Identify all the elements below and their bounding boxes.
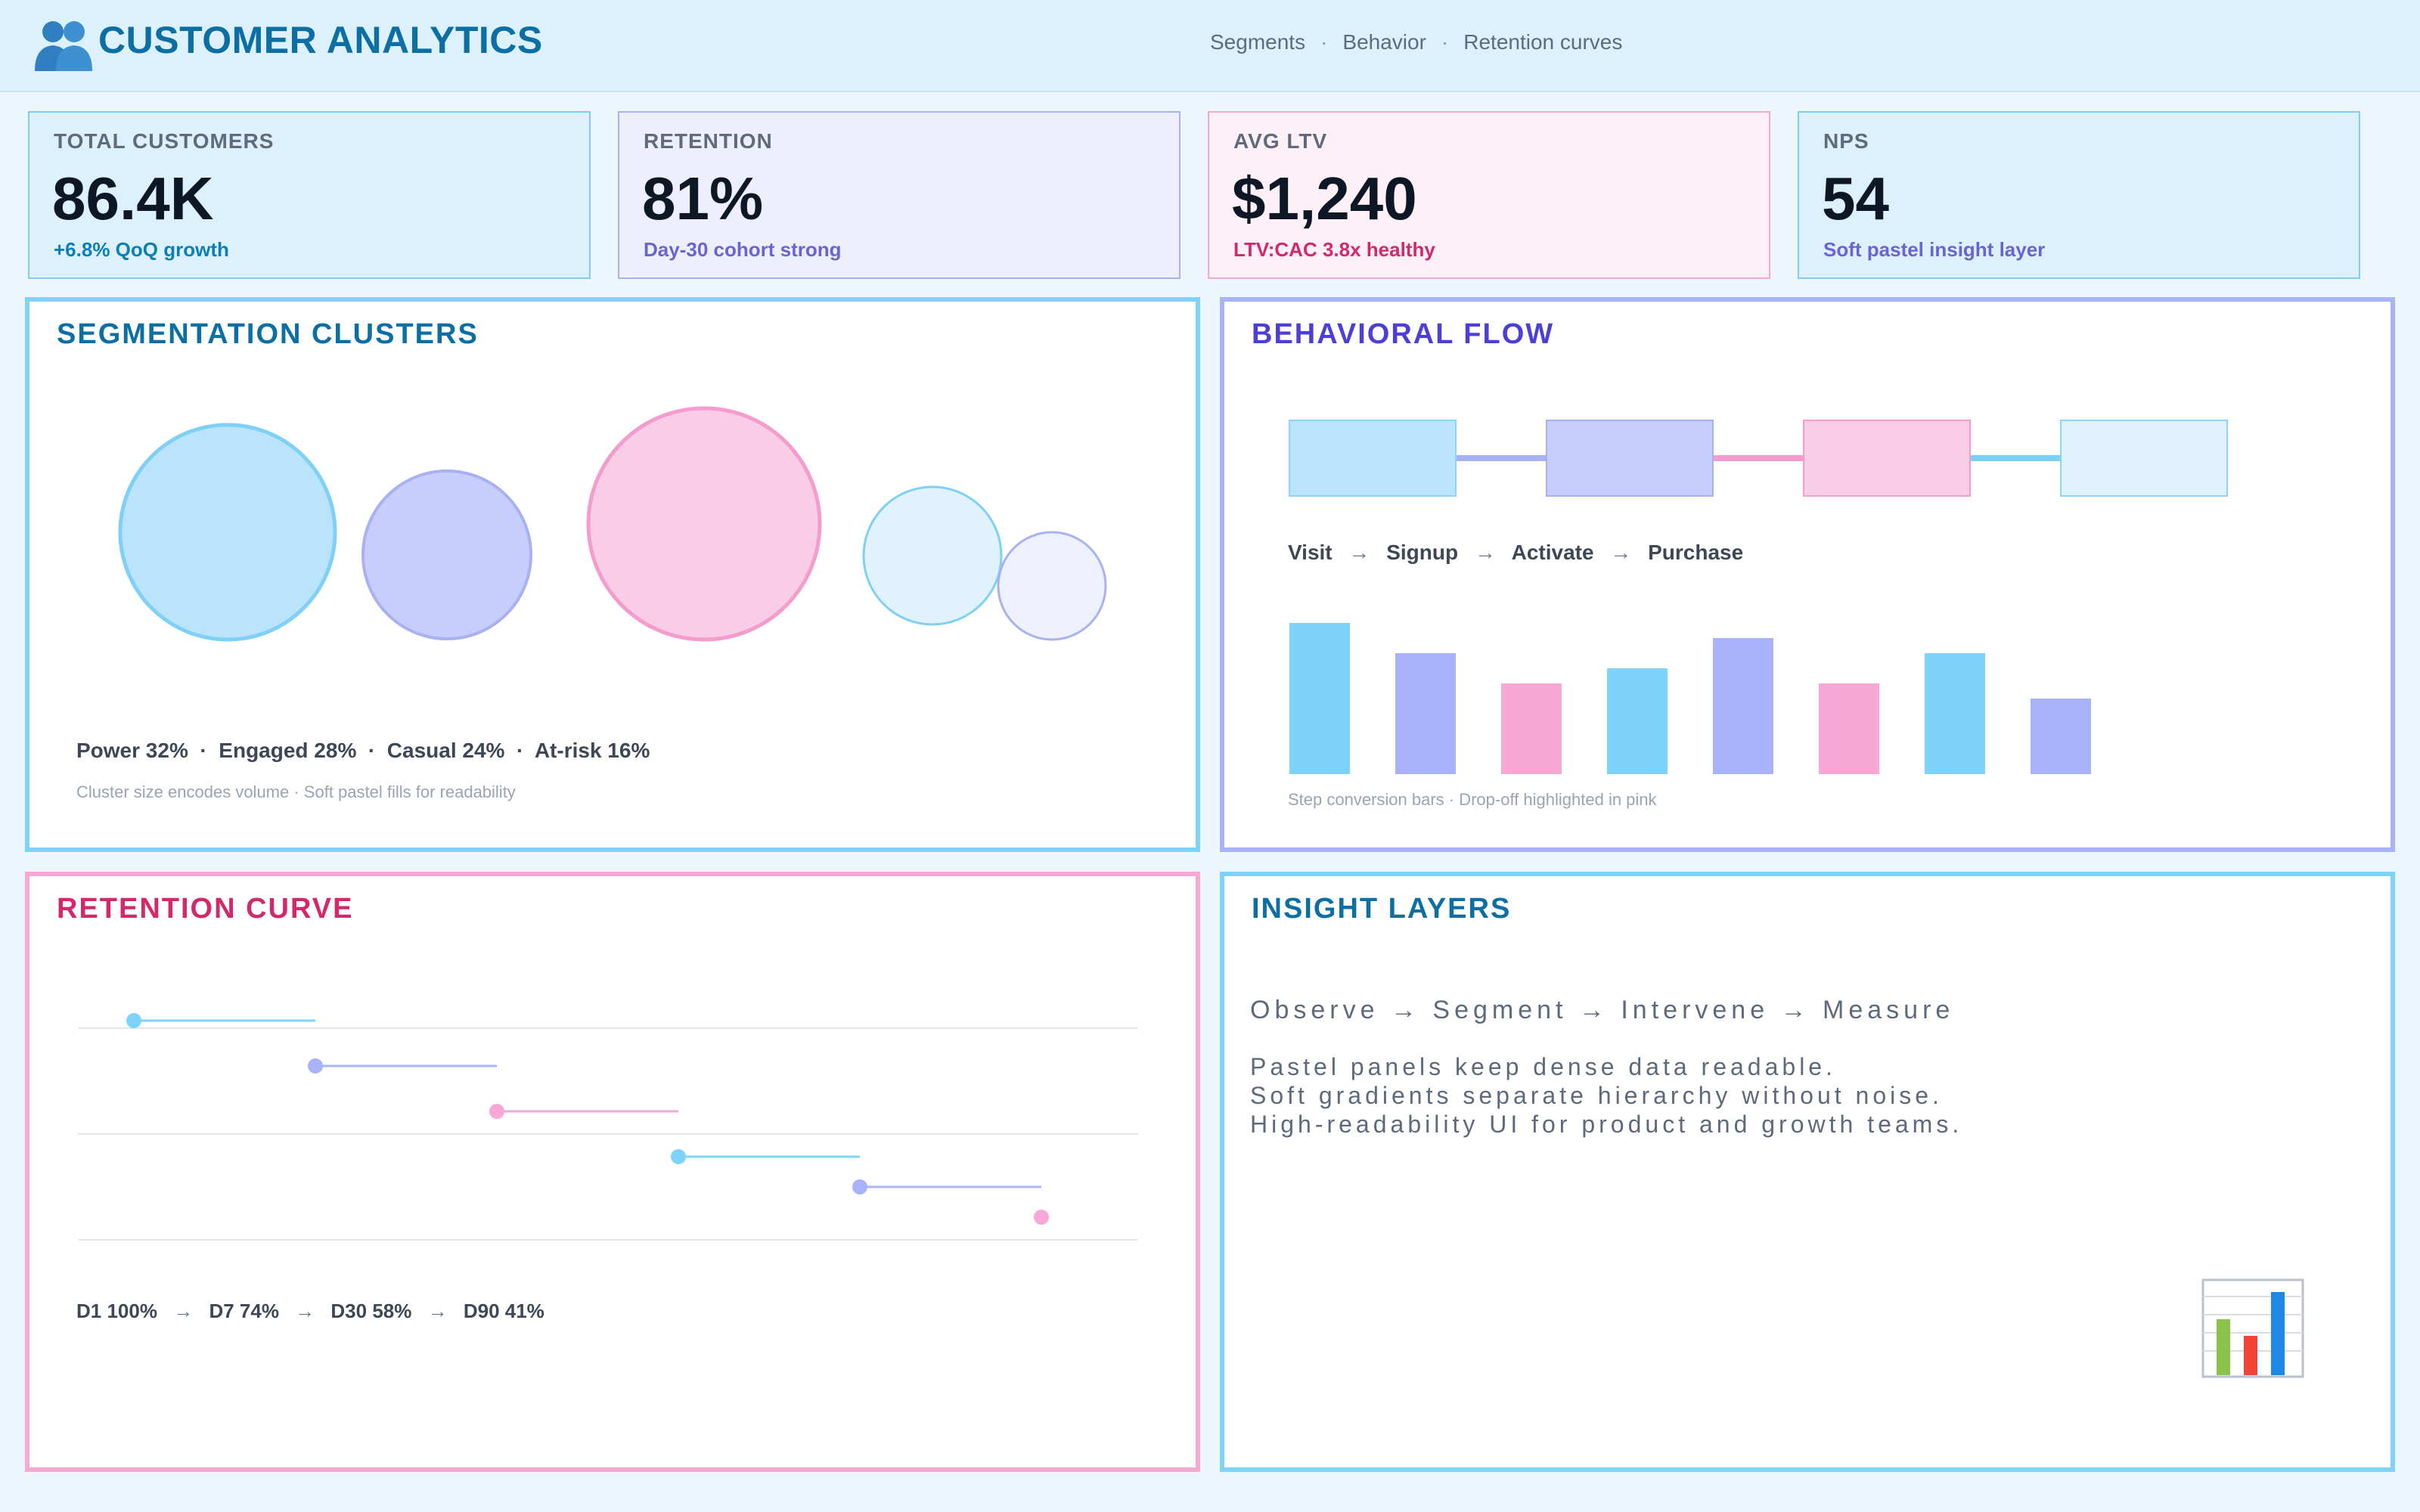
- retention-marks: [126, 1013, 1049, 1225]
- nav-separator: ·: [1441, 30, 1449, 54]
- retention-point-d30: D30 58%: [330, 1300, 412, 1322]
- insight-line: Pastel panels keep dense data readable.: [1250, 1053, 1836, 1080]
- kpi-card-total-customers: TOTAL CUSTOMERS 86.4K +6.8% QoQ growth: [28, 111, 591, 279]
- kpi-value: 86.4K: [52, 165, 214, 232]
- conversion-bars: [1289, 623, 2091, 774]
- conversion-bar: [1289, 623, 1350, 774]
- kpi-card-nps: NPS 54 Soft pastel insight layer: [1798, 111, 2360, 279]
- arrow: →: [427, 1300, 448, 1322]
- kpi-subtext: LTV:CAC 3.8x healthy: [1233, 238, 1435, 261]
- flow-step-box-activate: [1803, 420, 1971, 497]
- conversion-bar: [1607, 668, 1668, 774]
- panel-title: INSIGHT LAYERS: [1252, 893, 1512, 925]
- kpi-value: $1,240: [1232, 165, 1417, 232]
- flow-step-box-purchase: [2060, 420, 2228, 497]
- nav-retention-curves[interactable]: Retention curves: [1463, 30, 1623, 54]
- flow-steps-label: Visit → Signup → Activate → Purchase: [1288, 541, 1743, 565]
- app-title: CUSTOMER ANALYTICS: [98, 19, 543, 61]
- retention-point: [852, 1179, 867, 1194]
- conversion-bar: [1713, 638, 1773, 774]
- conversion-bar: [1395, 653, 1456, 774]
- conversion-bar: [1925, 653, 1985, 774]
- arrow: →: [1474, 541, 1496, 564]
- cluster-bubble-casual: [586, 406, 822, 642]
- arrow: →: [295, 1300, 315, 1322]
- retention-chart: [78, 1013, 1138, 1241]
- retention-point-d7: D7 74%: [209, 1300, 279, 1322]
- retention-points-label: D1 100% → D7 74% → D30 58% → D90 41%: [76, 1300, 544, 1323]
- kpi-label: NPS: [1823, 129, 1869, 153]
- cluster-caption: Cluster size encodes volume · Soft paste…: [76, 782, 516, 801]
- insight-line: Soft gradients separate hierarchy withou…: [1250, 1082, 1943, 1109]
- retention-point: [308, 1058, 323, 1074]
- bar-chart-icon: [2201, 1278, 2304, 1378]
- flow-step-signup: Signup: [1386, 541, 1459, 564]
- cluster-bubble-engaged: [361, 469, 532, 640]
- flow-step-visit: Visit: [1288, 541, 1333, 564]
- retention-point-d1: D1 100%: [76, 1300, 157, 1322]
- kpi-subtext: Soft pastel insight layer: [1823, 238, 2046, 261]
- insight-layers-panel: INSIGHT LAYERS Observe → Segment → Inter…: [1220, 872, 2395, 1472]
- cluster-bubble-power: [118, 423, 337, 642]
- app-header: CUSTOMER ANALYTICS Segments · Behavior ·…: [0, 0, 2420, 92]
- flow-step-box-signup: [1546, 420, 1714, 497]
- top-nav: Segments · Behavior · Retention curves: [1210, 30, 1622, 54]
- kpi-value: 81%: [642, 165, 764, 232]
- arrow: →: [173, 1300, 194, 1322]
- cluster-bubble-at-risk: [862, 485, 1003, 626]
- conversion-bar: [2031, 699, 2091, 774]
- kpi-card-avg-ltv: AVG LTV $1,240 LTV:CAC 3.8x healthy: [1208, 111, 1770, 279]
- insight-flow: Observe → Segment → Intervene → Measure: [1250, 996, 1955, 1024]
- nav-separator: ·: [1320, 30, 1328, 54]
- retention-point: [671, 1149, 686, 1164]
- kpi-value: 54: [1822, 165, 1889, 232]
- panel-title: SEGMENTATION CLUSTERS: [57, 318, 479, 350]
- conversion-bar: [1501, 683, 1562, 774]
- behavioral-flow-panel: BEHAVIORAL FLOW Visit → Signup → Activat…: [1220, 297, 2395, 852]
- kpi-subtext: +6.8% QoQ growth: [54, 238, 229, 261]
- kpi-label: AVG LTV: [1233, 129, 1328, 153]
- cluster-bubbles: [118, 406, 1107, 642]
- flow-step-purchase: Purchase: [1648, 541, 1744, 564]
- nav-behavior[interactable]: Behavior: [1342, 30, 1426, 54]
- flow-diagram: [1289, 420, 2228, 774]
- cluster-legend: Power 32% · Engaged 28% · Casual 24% · A…: [76, 739, 650, 763]
- people-icon: [35, 21, 92, 71]
- retention-point: [126, 1013, 141, 1028]
- flow-step-box-visit: [1289, 420, 1457, 497]
- retention-point: [1034, 1210, 1049, 1225]
- kpi-label: RETENTION: [644, 129, 773, 153]
- conversion-bar: [1819, 683, 1879, 774]
- arrow: →: [1610, 541, 1632, 564]
- flow-step-activate: Activate: [1511, 541, 1594, 564]
- flow-caption: Step conversion bars · Drop-off highligh…: [1288, 790, 1657, 809]
- kpi-subtext: Day-30 cohort strong: [644, 238, 842, 261]
- retention-point-d90: D90 41%: [463, 1300, 544, 1322]
- nav-segments[interactable]: Segments: [1210, 30, 1306, 54]
- panel-title: BEHAVIORAL FLOW: [1252, 318, 1555, 350]
- retention-curve-panel: RETENTION CURVE D1 100% → D7 74% → D30 5…: [25, 872, 1200, 1472]
- segmentation-panel: SEGMENTATION CLUSTERS Power 32% · Engage…: [25, 297, 1200, 852]
- insight-line: High-readability UI for product and grow…: [1250, 1111, 1963, 1138]
- cluster-bubble-small: [997, 531, 1107, 641]
- retention-point: [489, 1104, 504, 1119]
- arrow: →: [1348, 541, 1370, 564]
- kpi-label: TOTAL CUSTOMERS: [54, 129, 275, 153]
- cluster-legend-text: Power 32% · Engaged 28% · Casual 24% · A…: [76, 739, 650, 762]
- panel-title: RETENTION CURVE: [57, 893, 354, 925]
- kpi-card-retention: RETENTION 81% Day-30 cohort strong: [618, 111, 1181, 279]
